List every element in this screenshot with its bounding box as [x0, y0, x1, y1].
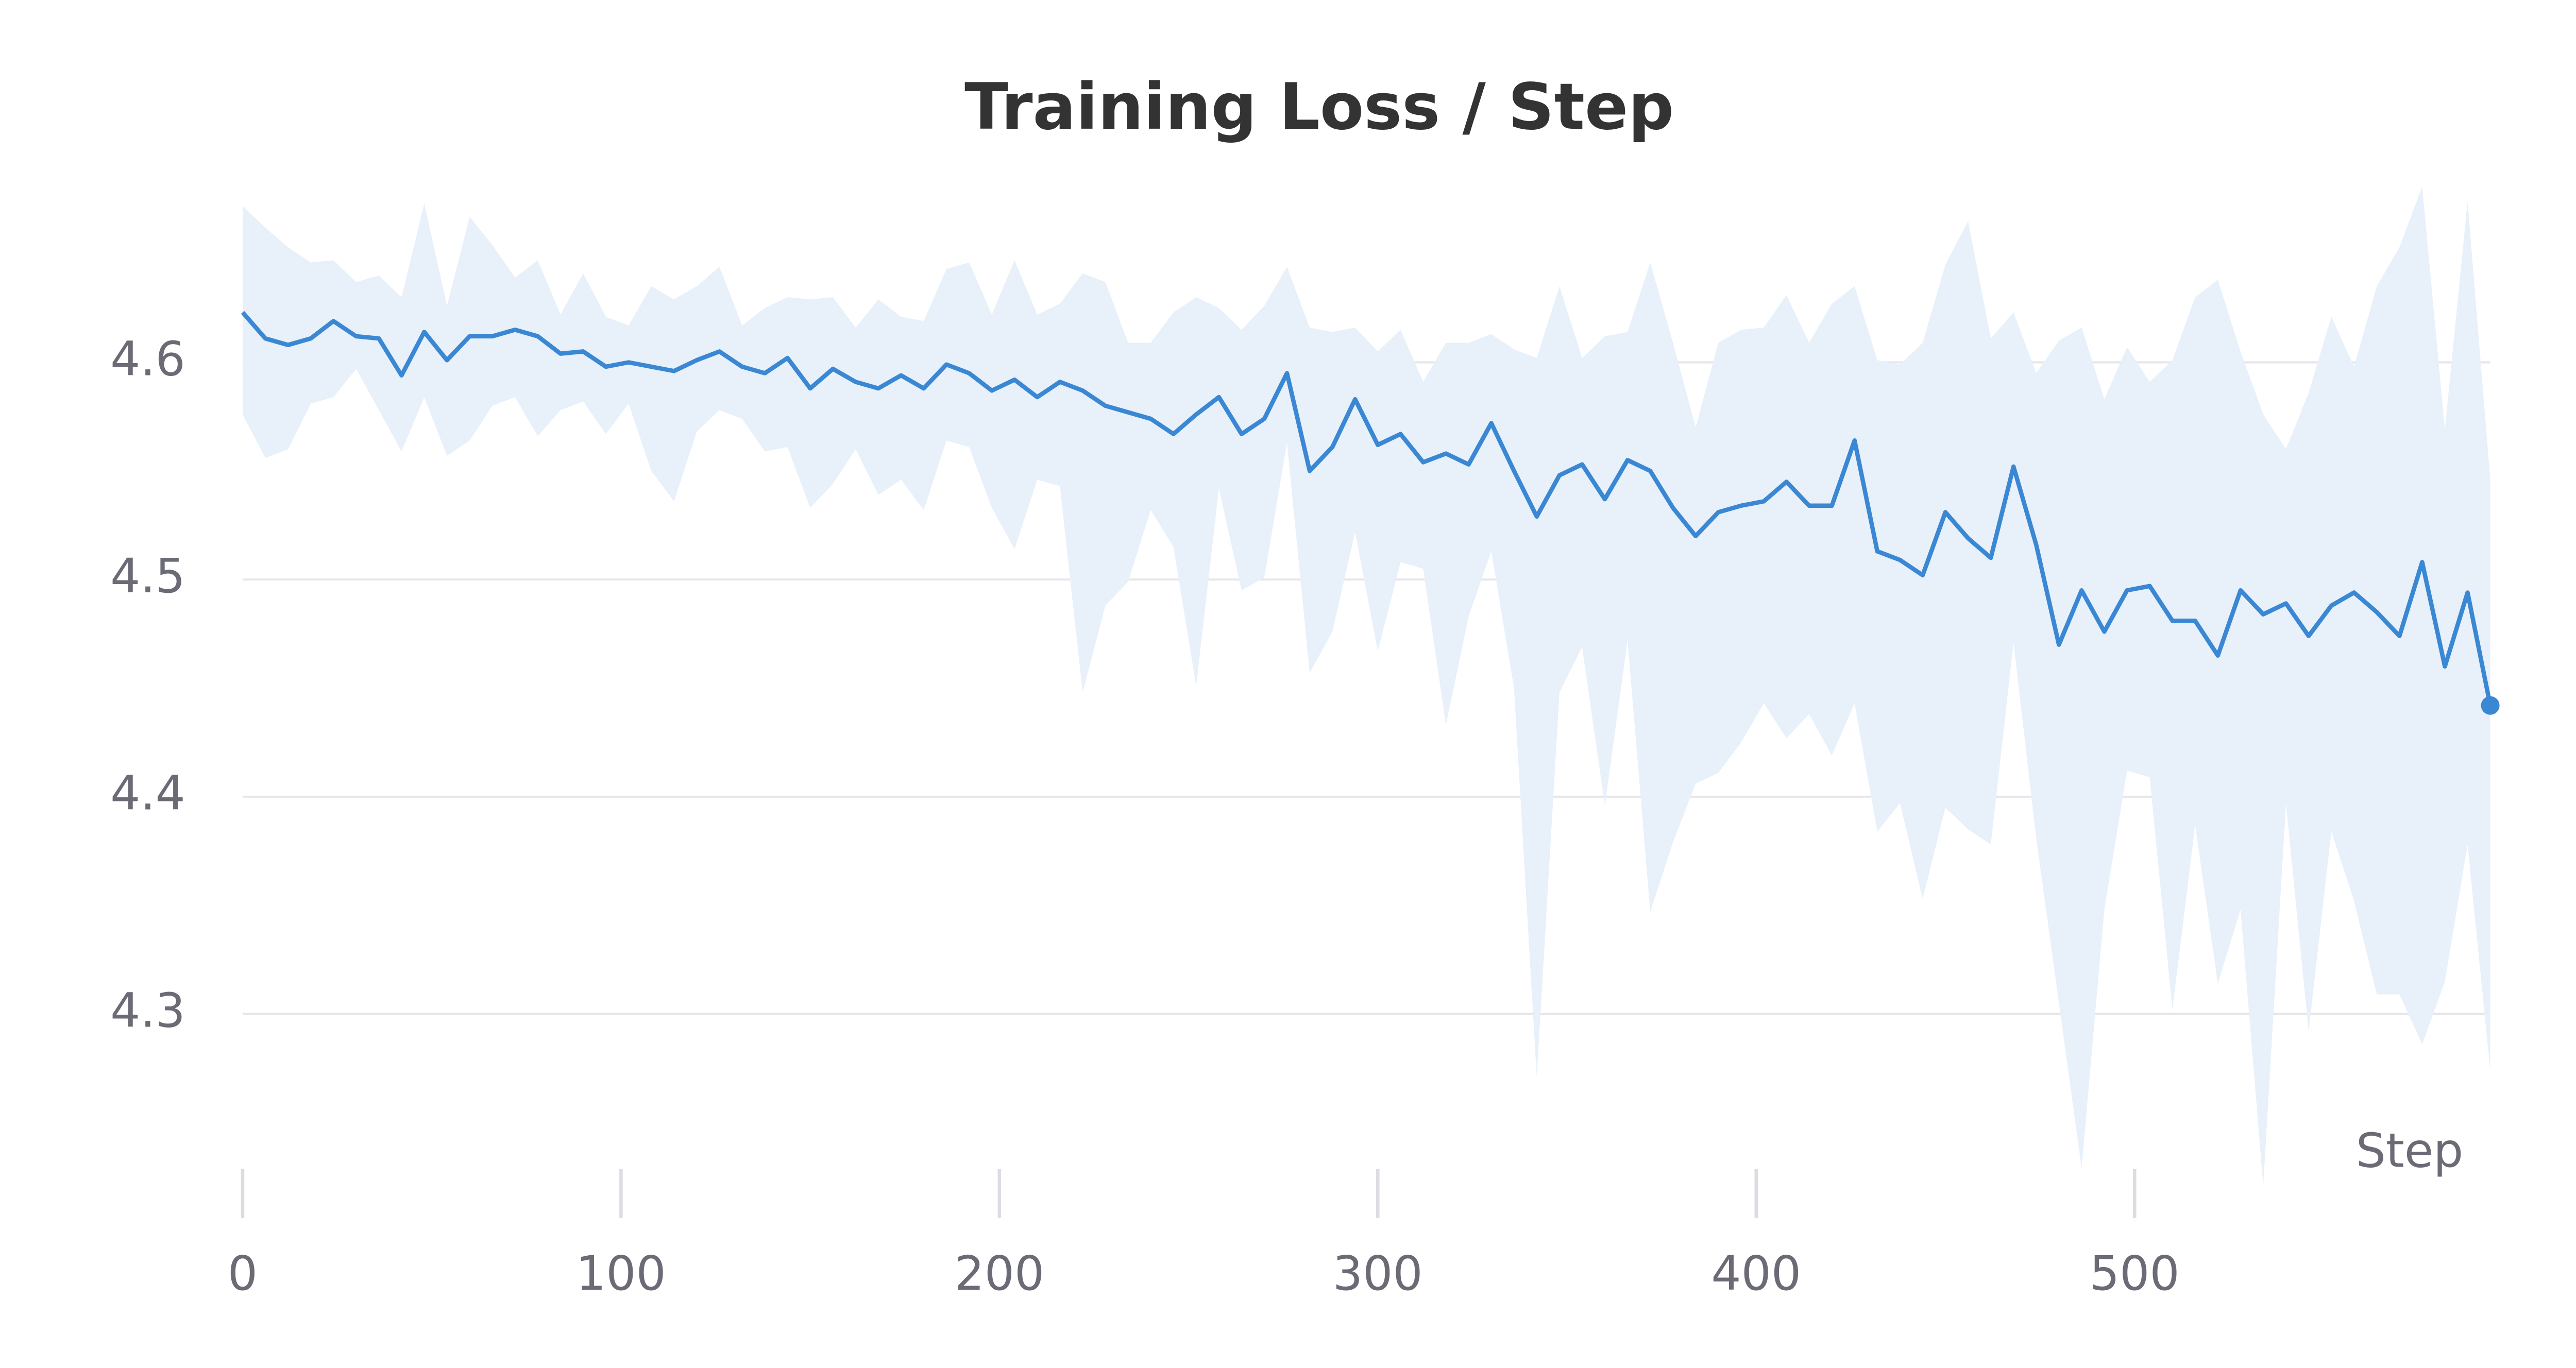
x-tick-label: 400: [1711, 1246, 1801, 1301]
line: [241, 311, 2493, 706]
x-axis-label: Step: [2356, 1123, 2463, 1178]
x-tick-label: 300: [1333, 1246, 1423, 1301]
end-point: [2481, 696, 2500, 715]
x-tick-label: 500: [2090, 1246, 2180, 1301]
y-tick-label: 4.4: [110, 766, 185, 821]
y-tick-label: 4.3: [110, 983, 185, 1038]
y-tick-label: 4.6: [110, 331, 185, 386]
chart-title: Training Loss / Step: [964, 70, 1674, 144]
x-tick-label: 100: [576, 1246, 666, 1301]
x-tick-label: 200: [954, 1246, 1044, 1301]
x-tick-label: 0: [228, 1246, 258, 1301]
band-area: [242, 186, 2490, 1186]
y-tick-label: 4.5: [110, 549, 185, 604]
